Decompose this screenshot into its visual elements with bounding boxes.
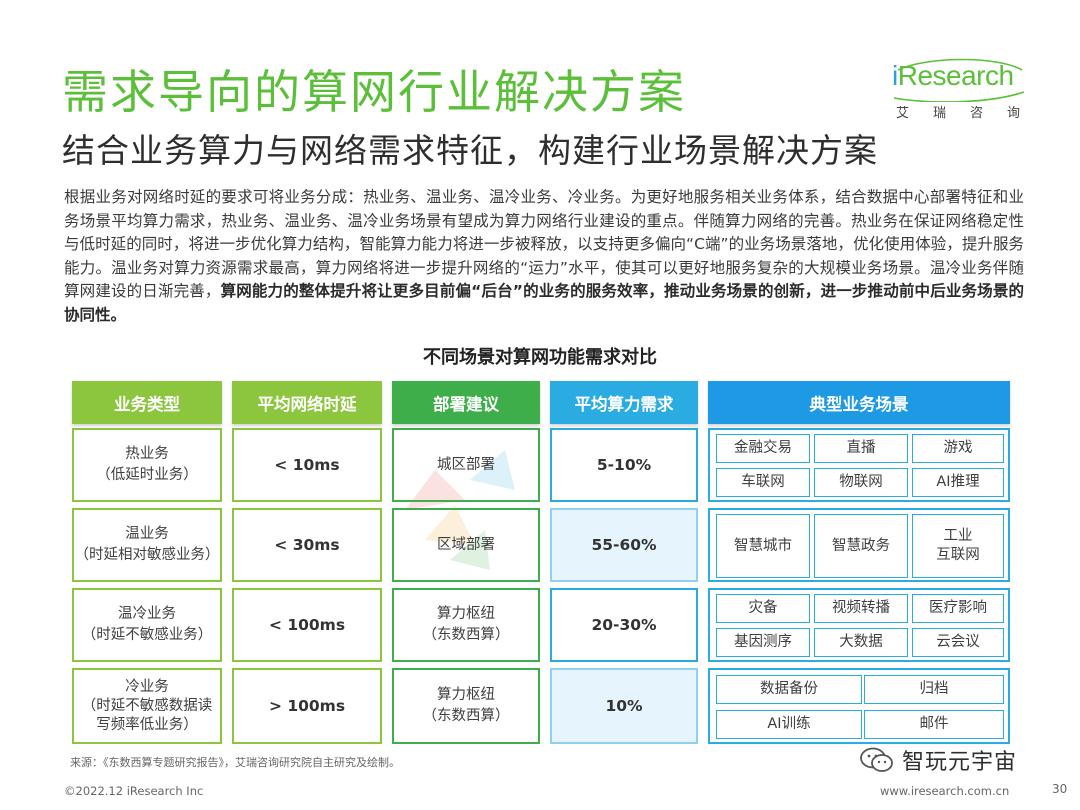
row-warm-type: 温业务 （时延相对敏感业务） (72, 508, 222, 582)
row-cold-type: 冷业务 （时延不敏感数据读 写频率低业务） (72, 668, 222, 744)
page-number: 30 (1052, 782, 1068, 796)
row-cold-deploy-line1: 算力枢纽 (437, 687, 495, 703)
scenario-chip: 金融交易 (716, 434, 810, 463)
website-link[interactable]: www.iresearch.com.cn (880, 784, 1010, 798)
header-deployment: 部署建议 (392, 381, 540, 424)
row-warmcold-deploy-line2: （东数西算） (422, 627, 510, 643)
iresearch-swoosh-icon (893, 58, 1025, 102)
scenario-chip: AI推理 (912, 468, 1004, 497)
scenario-chip: 数据备份 (716, 675, 862, 704)
row-hot-type: 热业务 （低延时业务） (72, 428, 222, 502)
row-hot-compute-value: 5-10% (596, 455, 652, 474)
header-latency: 平均网络时延 (232, 381, 382, 424)
row-warmcold-scenarios: 灾备 视频转播 医疗影响 基因测序 大数据 云会议 (708, 588, 1010, 662)
row-cold-type-desc1: （时延不敏感数据读 (81, 697, 213, 714)
row-warm-compute-value: 55-60% (591, 535, 657, 554)
scenario-chip: 归档 (864, 675, 1004, 704)
row-hot-latency: < 10ms (232, 428, 382, 502)
row-hot-latency-value: < 10ms (274, 455, 340, 474)
row-warm-deploy: 区域部署 (392, 508, 540, 582)
row-hot-deploy: 城区部署 (392, 428, 540, 502)
scenario-chip: 智慧城市 (716, 514, 810, 578)
row-cold-deploy-line2: （东数西算） (422, 708, 510, 724)
page-subtitle: 结合业务算力与网络需求特征，构建行业场景解决方案 (62, 131, 878, 170)
logo-main: Research (897, 60, 1014, 91)
scenario-chip: 邮件 (864, 710, 1004, 739)
row-warm-type-desc: （时延相对敏感业务） (74, 547, 220, 563)
row-cold-type-name: 冷业务 (125, 678, 169, 695)
row-warm-compute: 55-60% (550, 508, 698, 582)
header-business-type: 业务类型 (72, 381, 222, 424)
row-warmcold-compute-value: 20-30% (591, 615, 657, 634)
wechat-watermark: 智玩元宇宙 (860, 744, 1017, 776)
scenario-chip: 智慧政务 (814, 514, 908, 578)
row-warmcold-type: 温冷业务 （时延不敏感业务） (72, 588, 222, 662)
scenario-chip: 医疗影响 (912, 594, 1004, 623)
source-note: 来源：《东数西算专题研究报告》，艾瑞咨询研究院自主研究及绘制。 (70, 756, 400, 769)
logo-wordmark: iResearch (892, 60, 1014, 92)
header-compute: 平均算力需求 (550, 381, 698, 424)
scenario-chip: 基因测序 (716, 628, 810, 657)
scenario-chip: 游戏 (912, 434, 1004, 463)
body-paragraph: 根据业务对网络时延的要求可将业务分成：热业务、温业务、温冷业务、冷业务。为更好地… (64, 186, 1024, 327)
header-scenarios: 典型业务场景 (708, 381, 1010, 424)
scenario-chip: 直播 (814, 434, 908, 463)
scenario-chip: 大数据 (814, 628, 908, 657)
row-cold-compute-value: 10% (605, 696, 643, 715)
scenario-chip: 灾备 (716, 594, 810, 623)
row-hot-type-name: 热业务 (125, 446, 169, 462)
row-cold-latency-value: > 100ms (268, 696, 346, 715)
scenario-chip: 物联网 (814, 468, 908, 497)
iresearch-logo: iResearch 艾瑞咨询 (888, 58, 1028, 128)
row-cold-compute: 10% (550, 668, 698, 744)
row-hot-deploy-value: 城区部署 (437, 456, 495, 473)
scenario-chip: 工业 互联网 (912, 514, 1004, 578)
row-warm-deploy-value: 区域部署 (437, 536, 495, 553)
row-cold-type-desc2: 写频率低业务） (96, 716, 198, 733)
logo-prefix: i (892, 60, 898, 91)
row-warmcold-compute: 20-30% (550, 588, 698, 662)
row-warm-latency: < 30ms (232, 508, 382, 582)
scenario-chip: 云会议 (912, 628, 1004, 657)
scenario-chip: 视频转播 (814, 594, 908, 623)
row-hot-scenarios: 金融交易 直播 游戏 车联网 物联网 AI推理 (708, 428, 1010, 502)
row-hot-compute: 5-10% (550, 428, 698, 502)
row-cold-latency: > 100ms (232, 668, 382, 744)
row-warmcold-deploy-line1: 算力枢纽 (437, 606, 495, 622)
table-title: 不同场景对算网功能需求对比 (423, 347, 657, 368)
row-warm-type-name: 温业务 (125, 526, 169, 542)
row-warmcold-latency-value: < 100ms (268, 615, 346, 634)
body-normal: 根据业务对网络时延的要求可将业务分成：热业务、温业务、温冷业务、冷业务。为更好地… (64, 188, 1024, 300)
scenario-chip: AI训练 (716, 710, 862, 739)
logo-chinese: 艾瑞咨询 (896, 106, 1045, 121)
body-bold: 算网能力的整体提升将让更多目前偏“后台”的业务的服务效率，推动业务场景的创新，进… (64, 282, 1024, 324)
row-cold-scenarios: 数据备份 归档 AI训练 邮件 (708, 668, 1010, 744)
row-warmcold-type-name: 温冷业务 (118, 606, 176, 622)
row-warmcold-deploy: 算力枢纽 （东数西算） (392, 588, 540, 662)
row-warm-latency-value: < 30ms (274, 535, 340, 554)
wechat-icon (860, 747, 893, 772)
wechat-account-name: 智玩元宇宙 (902, 750, 1018, 775)
row-hot-type-desc: （低延时业务） (96, 467, 198, 483)
row-warmcold-latency: < 100ms (232, 588, 382, 662)
page-title: 需求导向的算网行业解决方案 (62, 65, 686, 119)
scenario-chip: 车联网 (716, 468, 810, 497)
copyright: ©2022.12 iResearch Inc (64, 784, 204, 798)
row-warm-scenarios: 智慧城市 智慧政务 工业 互联网 (708, 508, 1010, 582)
row-warmcold-type-desc: （时延不敏感业务） (81, 627, 213, 643)
row-cold-deploy: 算力枢纽 （东数西算） (392, 668, 540, 744)
